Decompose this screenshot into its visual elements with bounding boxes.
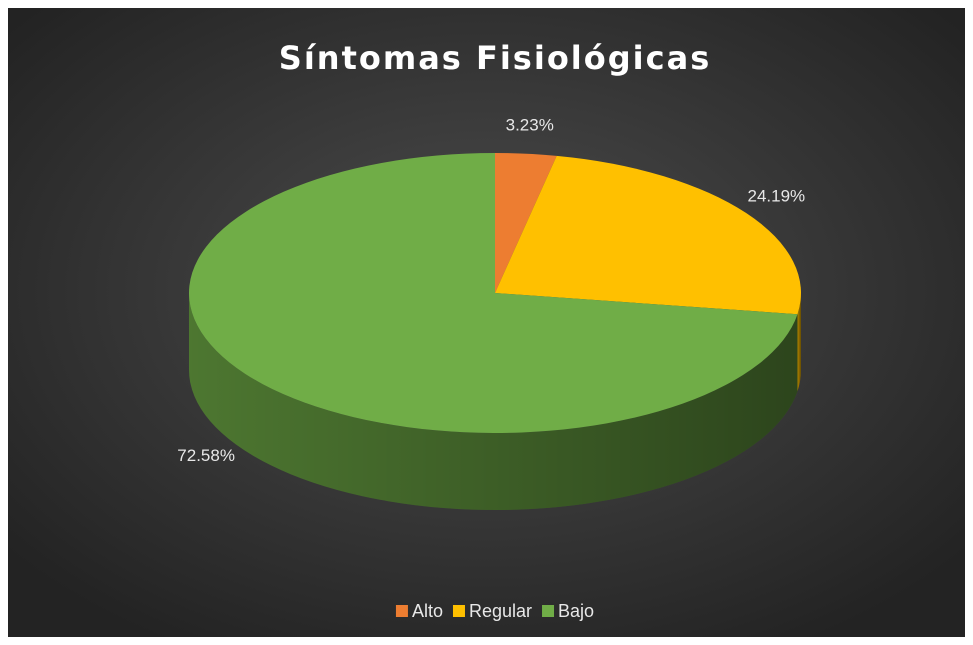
- legend-swatch: [542, 605, 555, 617]
- legend-label: Bajo: [558, 601, 594, 621]
- data-label: 24.19%: [747, 187, 805, 206]
- legend-label: Regular: [469, 601, 532, 621]
- pie-slice: [495, 153, 557, 293]
- legend-label: Alto: [412, 601, 443, 621]
- side-shade: [797, 293, 802, 392]
- legend: Alto Regular Bajo: [395, 601, 594, 621]
- pie-slice: [495, 155, 801, 315]
- data-label: 72.58%: [177, 446, 235, 465]
- pie-slice: [188, 153, 798, 433]
- legend-swatch: [452, 605, 465, 617]
- side-shade: [189, 293, 798, 510]
- chart-title: Síntomas Fisiológicas: [279, 39, 711, 77]
- legend-swatch: [395, 605, 408, 617]
- pie: 3.23% 24.19% 72.58%: [177, 115, 805, 510]
- data-label: 3.23%: [506, 115, 554, 134]
